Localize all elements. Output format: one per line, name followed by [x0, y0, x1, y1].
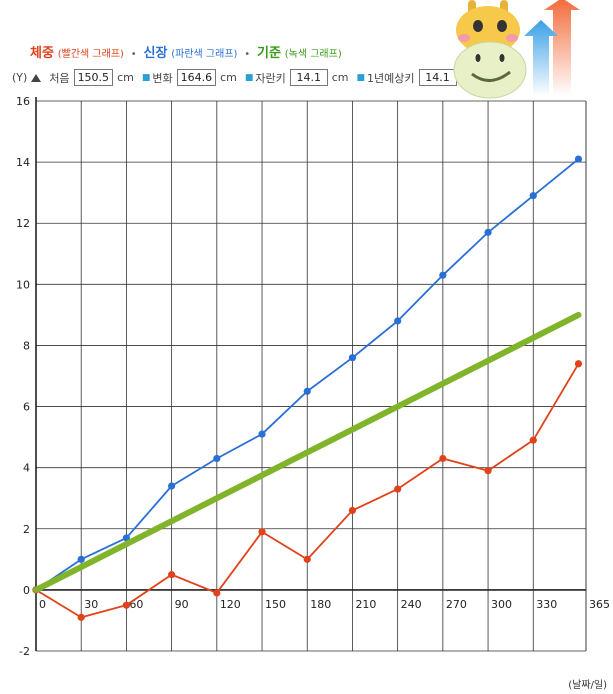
- y-tick-label: 6: [23, 401, 30, 414]
- tick-labels: -2 0 2 4 6 8 10 12 14 16 0 30 60 90 120 150 180 210 240 270…: [16, 95, 610, 658]
- y-tick-label: 0: [23, 584, 30, 597]
- x-tick-label: 60: [129, 598, 143, 611]
- giraffe-head: [453, 0, 527, 99]
- data-point: [394, 485, 402, 493]
- y-axis-arrow-icon: [31, 73, 42, 82]
- giraffe-mascot-icon: [453, 0, 580, 99]
- y-tick-label: 2: [23, 523, 30, 536]
- data-point: [77, 613, 85, 621]
- x-tick-label: 0: [39, 598, 46, 611]
- data-point: [394, 317, 402, 325]
- data-point: [258, 430, 266, 438]
- data-point: [439, 271, 447, 279]
- data-point: [77, 555, 85, 563]
- x-tick-label: 300: [491, 598, 512, 611]
- axes: [35, 97, 586, 651]
- change-value-field[interactable]: 164.6: [176, 69, 217, 86]
- bullet-icon: ■: [356, 72, 366, 83]
- first-label: 처음: [49, 71, 70, 85]
- y-tick-label: 14: [16, 156, 30, 169]
- x-axis-unit-label: (날짜/일): [568, 680, 607, 691]
- data-point: [529, 436, 537, 444]
- series-line-standard: [33, 311, 582, 593]
- growth-unit: cm: [331, 71, 349, 84]
- data-point: [303, 555, 311, 563]
- legend-weight-desc: (빨간색 그래프): [57, 49, 124, 60]
- legend-standard-desc: (녹색 그래프): [284, 49, 342, 60]
- legend-separator: •: [130, 49, 137, 60]
- x-tick-label: 240: [401, 598, 422, 611]
- data-point: [213, 589, 221, 597]
- growth-label: 자란키: [255, 71, 286, 85]
- x-tick-label: 180: [310, 598, 331, 611]
- growth-value-field[interactable]: 14.1: [289, 69, 328, 86]
- data-point: [168, 571, 176, 579]
- y-tick-label: 12: [16, 217, 30, 230]
- data-point: [439, 454, 447, 463]
- up-arrow-blue-icon: [524, 20, 558, 96]
- y-tick-label: 16: [16, 95, 30, 108]
- y-tick-label: 4: [23, 462, 30, 475]
- x-tick-label: 365: [589, 598, 610, 611]
- x-tick-label: 270: [446, 598, 467, 611]
- up-arrow-red-icon: [544, 0, 580, 96]
- data-point: [574, 360, 583, 368]
- data-point: [529, 192, 537, 200]
- y-tick-label: -2: [19, 645, 30, 658]
- x-tick-label: 90: [175, 598, 189, 611]
- change-unit: cm: [220, 71, 237, 84]
- data-point: [258, 528, 266, 536]
- legend-standard-name: 기준: [257, 46, 281, 61]
- data-point: [122, 601, 131, 609]
- x-tick-label: 150: [265, 598, 286, 611]
- x-tick-label: 120: [220, 598, 241, 611]
- data-point: [484, 228, 492, 236]
- x-tick-label: 330: [536, 598, 557, 611]
- legend-height-desc: (파란색 그래프): [171, 49, 238, 60]
- expected-label: 1년예상키: [367, 71, 415, 85]
- bullet-icon: ■: [141, 72, 151, 83]
- change-label: 변화: [152, 71, 173, 85]
- data-point: [348, 506, 357, 515]
- data-point: [348, 354, 357, 362]
- data-point: [213, 454, 221, 463]
- legend-weight-name: 체중: [30, 46, 54, 61]
- info-bar: (Y) 처음 150.5 cm ■ 변화 164.6 cm ■ 자란키 14.1…: [12, 69, 479, 86]
- data-point: [574, 155, 583, 163]
- data-point: [303, 387, 311, 395]
- data-point: [484, 467, 492, 475]
- grid: [35, 100, 587, 652]
- legend-height-name: 신장: [143, 46, 168, 61]
- legend-separator: •: [244, 49, 251, 60]
- series: [32, 155, 583, 621]
- y-axis-label: (Y): [12, 71, 28, 84]
- y-tick-label: 8: [23, 339, 30, 352]
- bullet-icon: ■: [244, 72, 254, 83]
- first-unit: cm: [117, 71, 134, 84]
- data-point: [122, 534, 131, 542]
- legend: 체중 (빨간색 그래프) • 신장 (파란색 그래프) • 기준 (녹색 그래프…: [30, 42, 342, 61]
- x-tick-label: 30: [84, 598, 98, 611]
- y-tick-label: 10: [16, 278, 30, 291]
- data-point: [168, 482, 176, 490]
- first-value-field[interactable]: 150.5: [73, 69, 114, 86]
- x-tick-label: 210: [355, 598, 376, 611]
